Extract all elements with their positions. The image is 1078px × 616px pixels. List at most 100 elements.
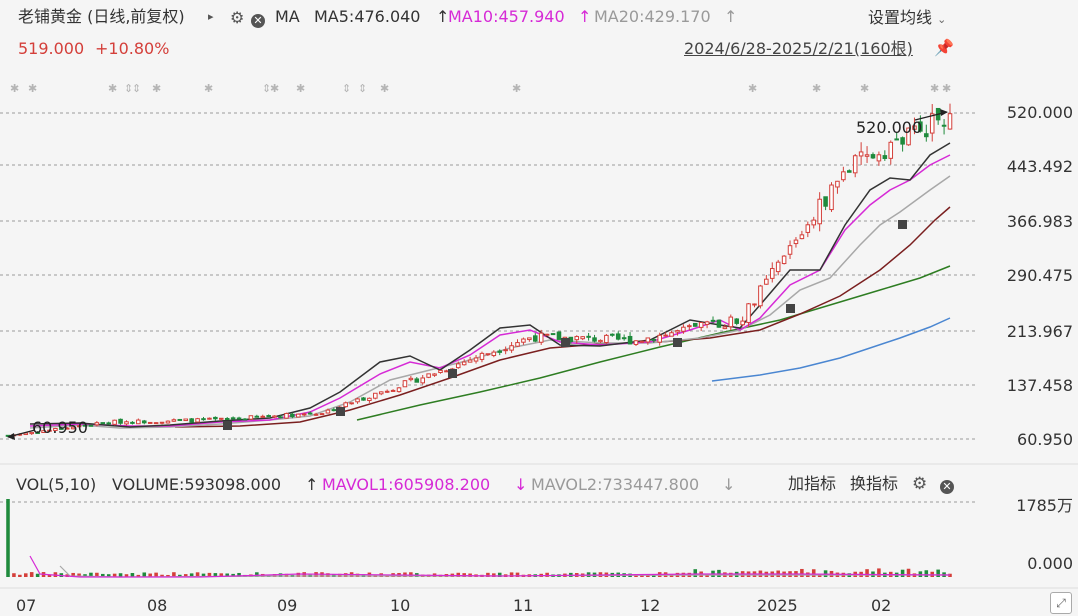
- svg-text:⇕: ⇕: [124, 82, 133, 95]
- candle-body: [124, 421, 129, 425]
- candle-body: [864, 154, 870, 157]
- arrow-down-icon: ↓: [514, 475, 528, 494]
- volume-indicator-name: VOL(5,10): [16, 475, 97, 494]
- price-axis-label: 520.000: [1006, 103, 1073, 122]
- gear-icon[interactable]: ⚙: [912, 474, 928, 494]
- candle-body: [556, 331, 562, 340]
- candle-body: [426, 373, 431, 378]
- candle-body: [479, 352, 485, 360]
- candle-body: [515, 342, 520, 347]
- x-axis-label: 09: [277, 596, 298, 615]
- candle-body: [580, 336, 585, 340]
- volume-bar: [29, 572, 34, 577]
- mavol2-line: [59, 565, 950, 578]
- candle-body: [610, 333, 615, 336]
- candle-body: [805, 224, 811, 233]
- volume-bar: [515, 572, 520, 577]
- candle-body: [361, 397, 366, 401]
- volume-bar: [545, 572, 549, 577]
- mavol2-value: MAVOL2:733447.800: [531, 475, 700, 494]
- ma5-line: [29, 142, 951, 428]
- volume-bar: [6, 499, 10, 577]
- candle-body: [929, 113, 935, 134]
- ma-line-dark: [174, 206, 951, 428]
- ma-settings-button[interactable]: 设置均线 ⌄: [868, 8, 946, 30]
- svg-text:✱: ✱: [860, 82, 869, 95]
- ma-line-blue: [711, 317, 951, 382]
- volume-bar: [118, 573, 123, 577]
- candle-body: [355, 398, 360, 403]
- close-icon[interactable]: ✕: [940, 476, 954, 495]
- candle-body: [823, 196, 828, 207]
- candle-body: [633, 340, 639, 345]
- candle-body: [894, 138, 899, 141]
- pin-icon[interactable]: 📌: [934, 38, 954, 57]
- volume-bar: [811, 569, 816, 577]
- candle-body: [207, 417, 212, 420]
- volume-bar: [71, 572, 75, 577]
- candle-body: [159, 421, 165, 424]
- volume-bar: [272, 574, 277, 577]
- candle-body: [248, 415, 254, 420]
- candle-body: [645, 337, 651, 343]
- volume-bar: [284, 573, 289, 577]
- candle-body: [378, 391, 384, 395]
- volume-axis-label: 1785万: [1016, 496, 1073, 515]
- volume-bar: [693, 569, 698, 577]
- candle-body: [870, 154, 876, 159]
- candle-body: [272, 415, 277, 418]
- candle-body: [598, 339, 603, 343]
- candle-body: [817, 198, 822, 225]
- candle-body: [331, 409, 337, 412]
- candle-body: [852, 155, 858, 174]
- volume-bar: [95, 572, 99, 577]
- candle-body: [687, 325, 692, 328]
- candle-body: [533, 335, 538, 342]
- candle-body: [876, 154, 882, 162]
- candle-body: [787, 245, 793, 255]
- current-price: 519.000: [18, 39, 85, 58]
- candle-body: [76, 425, 82, 428]
- date-range[interactable]: 2024/6/28-2025/2/21(160根): [684, 39, 913, 58]
- triangle-right-icon[interactable]: ▸: [208, 10, 214, 23]
- volume-bar: [456, 572, 461, 577]
- candle-body: [254, 415, 260, 418]
- expand-icon[interactable]: ⤢: [1050, 592, 1072, 614]
- svg-text:✱: ✱: [270, 82, 279, 95]
- candle-body: [455, 363, 461, 369]
- candle-body: [847, 170, 852, 173]
- candle-body: [153, 422, 159, 425]
- arrow-up-icon: ↑: [436, 7, 450, 26]
- volume-bar: [877, 568, 881, 577]
- candle-body: [373, 392, 378, 399]
- candle-body: [242, 418, 248, 421]
- gear-icon[interactable]: ⚙: [230, 8, 245, 27]
- candle-body: [112, 419, 117, 425]
- candle-body: [793, 239, 799, 245]
- candle-body: [23, 432, 29, 436]
- candle-body: [858, 151, 864, 157]
- volume-bar: [865, 569, 869, 577]
- candle-body: [586, 335, 591, 338]
- volume-bar: [77, 573, 81, 577]
- volume-bar: [255, 572, 259, 577]
- candle-body: [592, 337, 597, 342]
- candle-body: [764, 278, 769, 285]
- candle-body: [728, 316, 734, 328]
- switch-indicator-button[interactable]: 换指标: [850, 474, 899, 493]
- volume-bar: [101, 573, 105, 577]
- volume-bar: [106, 574, 111, 577]
- candle-body: [402, 380, 408, 388]
- close-icon[interactable]: ✕: [251, 10, 265, 29]
- signal-markers: [223, 220, 907, 430]
- svg-text:✱: ✱: [204, 82, 213, 95]
- ma20-line: [29, 175, 951, 429]
- add-indicator-button[interactable]: 加指标: [788, 474, 837, 493]
- candle-body: [681, 326, 686, 332]
- candle-body: [64, 427, 70, 430]
- candle-body: [912, 125, 917, 130]
- candle-body: [438, 369, 443, 374]
- candle-body: [521, 338, 526, 343]
- volume-bar: [136, 574, 141, 577]
